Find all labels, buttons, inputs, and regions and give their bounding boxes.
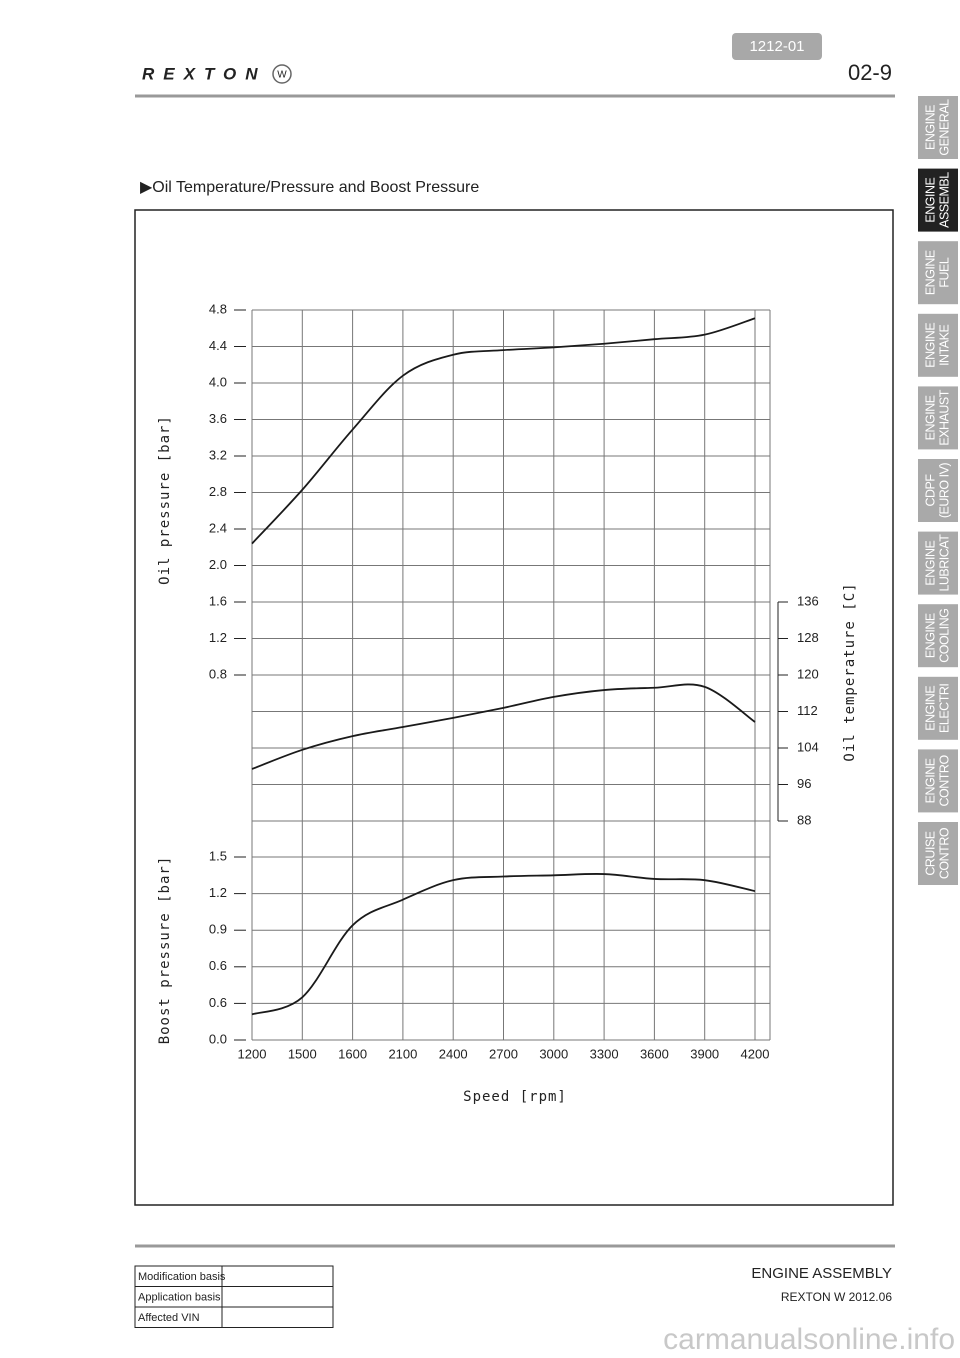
data-line [251, 683, 756, 770]
y-tick-label: 136 [797, 593, 819, 608]
x-tick-label: 3000 [539, 1046, 568, 1061]
logo: REXTON [142, 64, 267, 83]
y-tick-label: 96 [797, 776, 811, 791]
x-tick-label: 3900 [690, 1046, 719, 1061]
sidebar-tab [918, 822, 958, 885]
y-tick-label: 120 [797, 666, 819, 681]
sidebar-tab-label: ENGINE [923, 540, 937, 585]
sidebar-tab-label: (EURO IV) [937, 463, 951, 519]
emblem-ring [272, 64, 292, 84]
footer-cell [221, 1306, 334, 1328]
y-tick-label: 2.4 [209, 520, 227, 535]
footer-model: REXTON W 2012.06 [781, 1290, 892, 1304]
sidebar-tab-label: CRUISE [923, 831, 937, 875]
y-tick-label: 88 [797, 812, 811, 827]
y-tick-label: 2.0 [209, 557, 227, 572]
x-axis-label: Speed [rpm] [463, 1089, 567, 1105]
x-tick-label: 1600 [338, 1046, 367, 1061]
y-tick-label: 1.5 [209, 848, 227, 863]
sidebar-tab-label: GENERAL [937, 99, 951, 156]
sidebar-tab-label: ENGINE [923, 686, 937, 731]
sidebar-tab-label: FUEL [937, 257, 951, 288]
y-tick-label: 0.6 [209, 995, 227, 1010]
x-tick-label: 4200 [741, 1046, 770, 1061]
y-tick-label: 0.9 [209, 922, 227, 937]
sidebar-tab-label: ENGINE [923, 250, 937, 295]
y-axis-label: Oil pressure [bar] [157, 415, 173, 585]
sidebar-tab-label: ENGINE [923, 323, 937, 368]
y-tick-label: 3.2 [209, 447, 227, 462]
sidebar-tab-label: EXHAUST [937, 389, 951, 445]
footer-label: Affected VIN [138, 1312, 200, 1324]
code: 1212-01 [749, 38, 804, 55]
sidebar-tab-label: INTAKE [937, 325, 951, 366]
section-title: ▶Oil Temperature/Pressure and Boost Pres… [140, 179, 479, 196]
x-tick-label: 3600 [640, 1046, 669, 1061]
sidebar-tab-label: LUBRICAT [937, 534, 951, 592]
y-tick-label: 1.2 [209, 885, 227, 900]
footer-cell [221, 1265, 334, 1287]
sidebar-tab [918, 96, 958, 159]
y-axis-label: Boost pressure [bar] [157, 856, 173, 1045]
y-tick-label: 4.8 [209, 301, 227, 316]
watermark: carmanualsonline.info [663, 1323, 955, 1356]
footer-cell [221, 1286, 334, 1308]
y-axis-label: Oil temperature [C] [842, 582, 858, 761]
y-tick-label: 1.6 [209, 593, 227, 608]
sidebar-tab-label: CONTRO [937, 755, 951, 807]
sidebar-tab-label: ELECTRI [937, 684, 951, 733]
sidebar-tab [918, 386, 958, 450]
footer-label: Modification basis [138, 1271, 226, 1283]
y-tick-label: 2.8 [209, 484, 227, 499]
sidebar-tab [918, 531, 958, 595]
y-tick-label: 0.0 [209, 1031, 227, 1046]
footer-label: Application basis [138, 1291, 221, 1303]
x-tick-label: 3300 [590, 1046, 619, 1061]
sidebar-tab-label: ENGINE [923, 395, 937, 440]
y-tick-label: 0.6 [209, 958, 227, 973]
sidebar-tab-label: CONTRO [937, 827, 951, 879]
y-tick-label: 3.6 [209, 411, 227, 426]
chart-frame [134, 209, 894, 1206]
y-tick-label: 1.2 [209, 630, 227, 645]
emblem: W [277, 70, 287, 81]
page-number: 02-9 [848, 60, 892, 85]
x-tick-label: 1500 [288, 1046, 317, 1061]
data-line [251, 317, 756, 545]
sidebar-tab [918, 749, 958, 813]
x-tick-label: 1200 [238, 1046, 267, 1061]
sidebar-tab [918, 313, 958, 377]
sidebar-tab [918, 459, 958, 522]
sidebar-tab [918, 241, 958, 305]
y-tick-label: 112 [797, 703, 818, 718]
sidebar-tab-label: ENGINE [923, 177, 937, 222]
sidebar-tab [918, 168, 958, 232]
sidebar-tab [918, 676, 958, 740]
y-tick-label: 128 [797, 630, 819, 645]
sidebar-tab-label: ASSEMBL [937, 172, 951, 228]
sidebar-tab-label: CDPF [923, 474, 937, 507]
y-tick-label: 104 [797, 739, 819, 754]
y-tick-label: 4.4 [209, 338, 227, 353]
y-tick-label: 4.0 [209, 374, 227, 389]
data-line [251, 873, 756, 1016]
sidebar-tab-label: ENGINE [923, 105, 937, 150]
x-tick-label: 2700 [489, 1046, 518, 1061]
x-tick-label: 2400 [439, 1046, 468, 1061]
footer-section: ENGINE ASSEMBLY [751, 1265, 892, 1282]
code-badge [732, 33, 822, 60]
sidebar-tab-label: COOLING [937, 609, 951, 663]
x-tick-label: 2100 [388, 1046, 417, 1061]
sidebar-tab-label: ENGINE [923, 758, 937, 803]
sidebar-tab-label: ENGINE [923, 613, 937, 658]
sidebar-tab [918, 604, 958, 668]
y-tick-label: 0.8 [209, 666, 227, 681]
